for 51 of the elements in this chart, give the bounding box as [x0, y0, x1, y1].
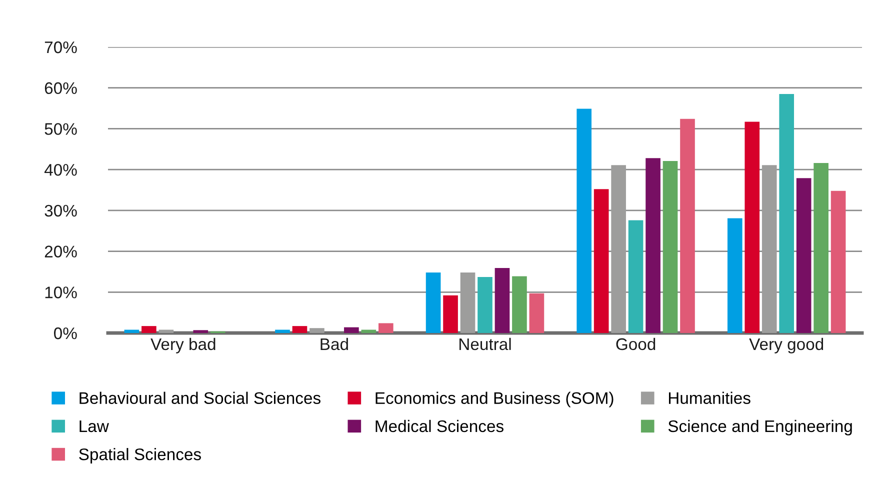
- bar: [628, 220, 644, 333]
- bar: [158, 330, 174, 333]
- legend-label: Spatial Sciences: [79, 448, 201, 464]
- y-tick-label: 40%: [44, 164, 77, 176]
- y-tick-label: 30%: [44, 204, 77, 217]
- legend-label: Science and Engineering: [668, 420, 852, 436]
- bar: [680, 118, 695, 333]
- bar: [512, 276, 527, 333]
- bar: [142, 326, 156, 333]
- bar: [361, 330, 376, 333]
- bar: [529, 293, 544, 333]
- bar: [611, 165, 626, 333]
- bar: [576, 108, 592, 333]
- bar: [292, 326, 308, 333]
- bar: [814, 163, 828, 333]
- bar: [193, 330, 208, 333]
- bar: [124, 330, 140, 333]
- y-tick-label: 20%: [44, 246, 77, 258]
- bar: [275, 330, 290, 333]
- x-tick-label: Neutral: [460, 338, 511, 350]
- x-tick-label: Very bad: [150, 338, 216, 354]
- legend-label: Humanities: [668, 392, 750, 404]
- y-tick-label: 70%: [44, 41, 77, 54]
- bar: [443, 295, 458, 333]
- y-tick-label: 50%: [44, 123, 77, 135]
- bar: [594, 189, 609, 333]
- y-tick-label: 0%: [54, 327, 77, 340]
- bar: [478, 277, 492, 333]
- bar: [426, 272, 441, 333]
- legend-label: Medical Sciences: [376, 420, 504, 432]
- y-tick-label: 60%: [44, 82, 77, 94]
- x-tick-label: Good: [616, 338, 656, 350]
- bar: [796, 178, 812, 333]
- bar: [344, 327, 359, 333]
- bar: [762, 165, 777, 333]
- bar: [378, 323, 394, 333]
- y-tick-label: 10%: [45, 286, 77, 298]
- bar: [727, 218, 742, 333]
- bar: [494, 268, 510, 333]
- bar: [744, 122, 760, 333]
- bar: [830, 190, 846, 333]
- x-tick-label: Very good: [749, 338, 824, 354]
- legend-label: Behavioural and Social Sciences: [80, 392, 320, 404]
- legend-label: Law: [80, 420, 109, 432]
- bar: [460, 272, 476, 333]
- legend-label: Economics and Business (SOM): [376, 392, 614, 408]
- bar: [662, 160, 678, 333]
- x-tick-label: Bad: [320, 338, 348, 350]
- bar: [779, 94, 794, 333]
- bar: [310, 328, 324, 333]
- bar: [646, 158, 660, 333]
